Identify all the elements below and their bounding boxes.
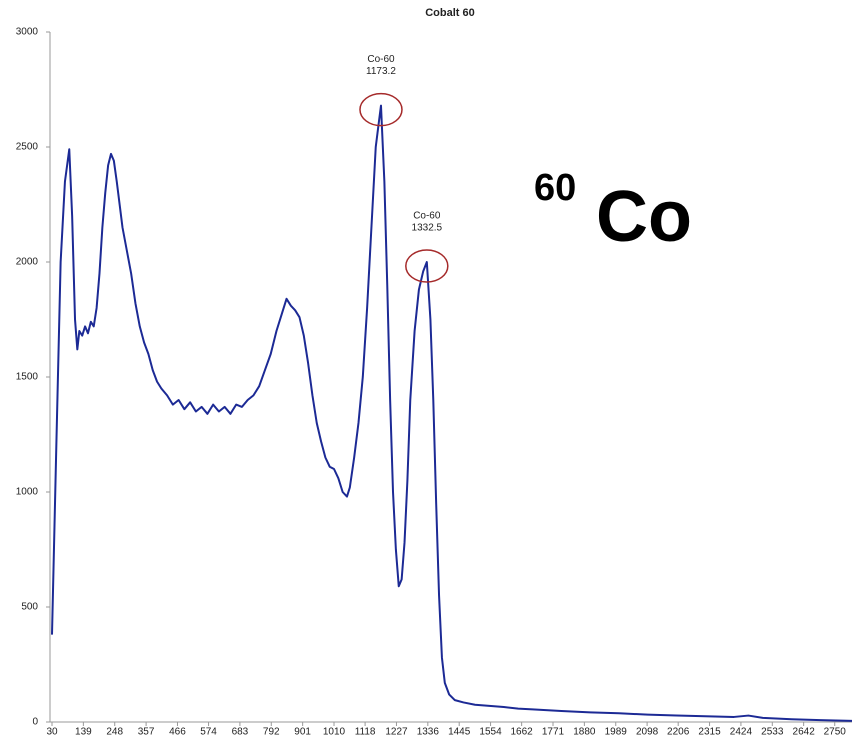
x-tick-label: 1227 (385, 727, 408, 738)
x-tick-label: 1336 (417, 727, 440, 738)
annotation-label: Co-60 (367, 54, 395, 65)
x-tick-label: 1880 (573, 727, 596, 738)
chart-title: Cobalt 60 (425, 7, 475, 19)
peak-circle (359, 92, 403, 127)
x-tick-label: 2642 (793, 727, 816, 738)
x-tick-label: 574 (200, 727, 217, 738)
y-tick-label: 500 (21, 602, 38, 613)
isotope-symbol: Co (596, 177, 692, 257)
y-tick-label: 3000 (16, 27, 39, 38)
annotation-value: 1173.2 (366, 66, 396, 77)
isotope-mass: 60 (534, 167, 576, 209)
x-tick-label: 1662 (511, 727, 534, 738)
x-tick-label: 1554 (479, 727, 502, 738)
x-tick-label: 683 (232, 727, 249, 738)
y-tick-label: 0 (32, 717, 38, 728)
x-tick-label: 792 (263, 727, 280, 738)
x-tick-label: 1771 (542, 727, 565, 738)
x-tick-label: 1445 (448, 727, 471, 738)
annotation-label: Co-60 (413, 211, 441, 222)
y-tick-label: 2000 (16, 257, 39, 268)
x-tick-label: 2750 (824, 727, 847, 738)
y-tick-label: 1500 (16, 372, 39, 383)
spectrum-line (51, 104, 853, 722)
x-tick-label: 2098 (636, 727, 659, 738)
y-tick-label: 1000 (16, 487, 39, 498)
x-tick-label: 30 (46, 727, 58, 738)
y-tick-label: 2500 (16, 142, 39, 153)
x-tick-label: 1118 (355, 727, 376, 738)
x-tick-label: 248 (106, 727, 123, 738)
x-tick-label: 2206 (667, 727, 690, 738)
x-tick-label: 901 (294, 727, 311, 738)
x-tick-label: 2424 (730, 727, 753, 738)
peak-circle (405, 249, 449, 283)
x-tick-label: 1989 (605, 727, 628, 738)
x-tick-label: 2533 (761, 727, 784, 738)
x-tick-label: 139 (75, 727, 92, 738)
x-tick-label: 357 (138, 727, 155, 738)
annotation-value: 1332.5 (412, 223, 443, 234)
x-tick-label: 466 (169, 727, 186, 738)
x-tick-label: 1010 (323, 727, 346, 738)
x-tick-label: 2315 (698, 727, 721, 738)
